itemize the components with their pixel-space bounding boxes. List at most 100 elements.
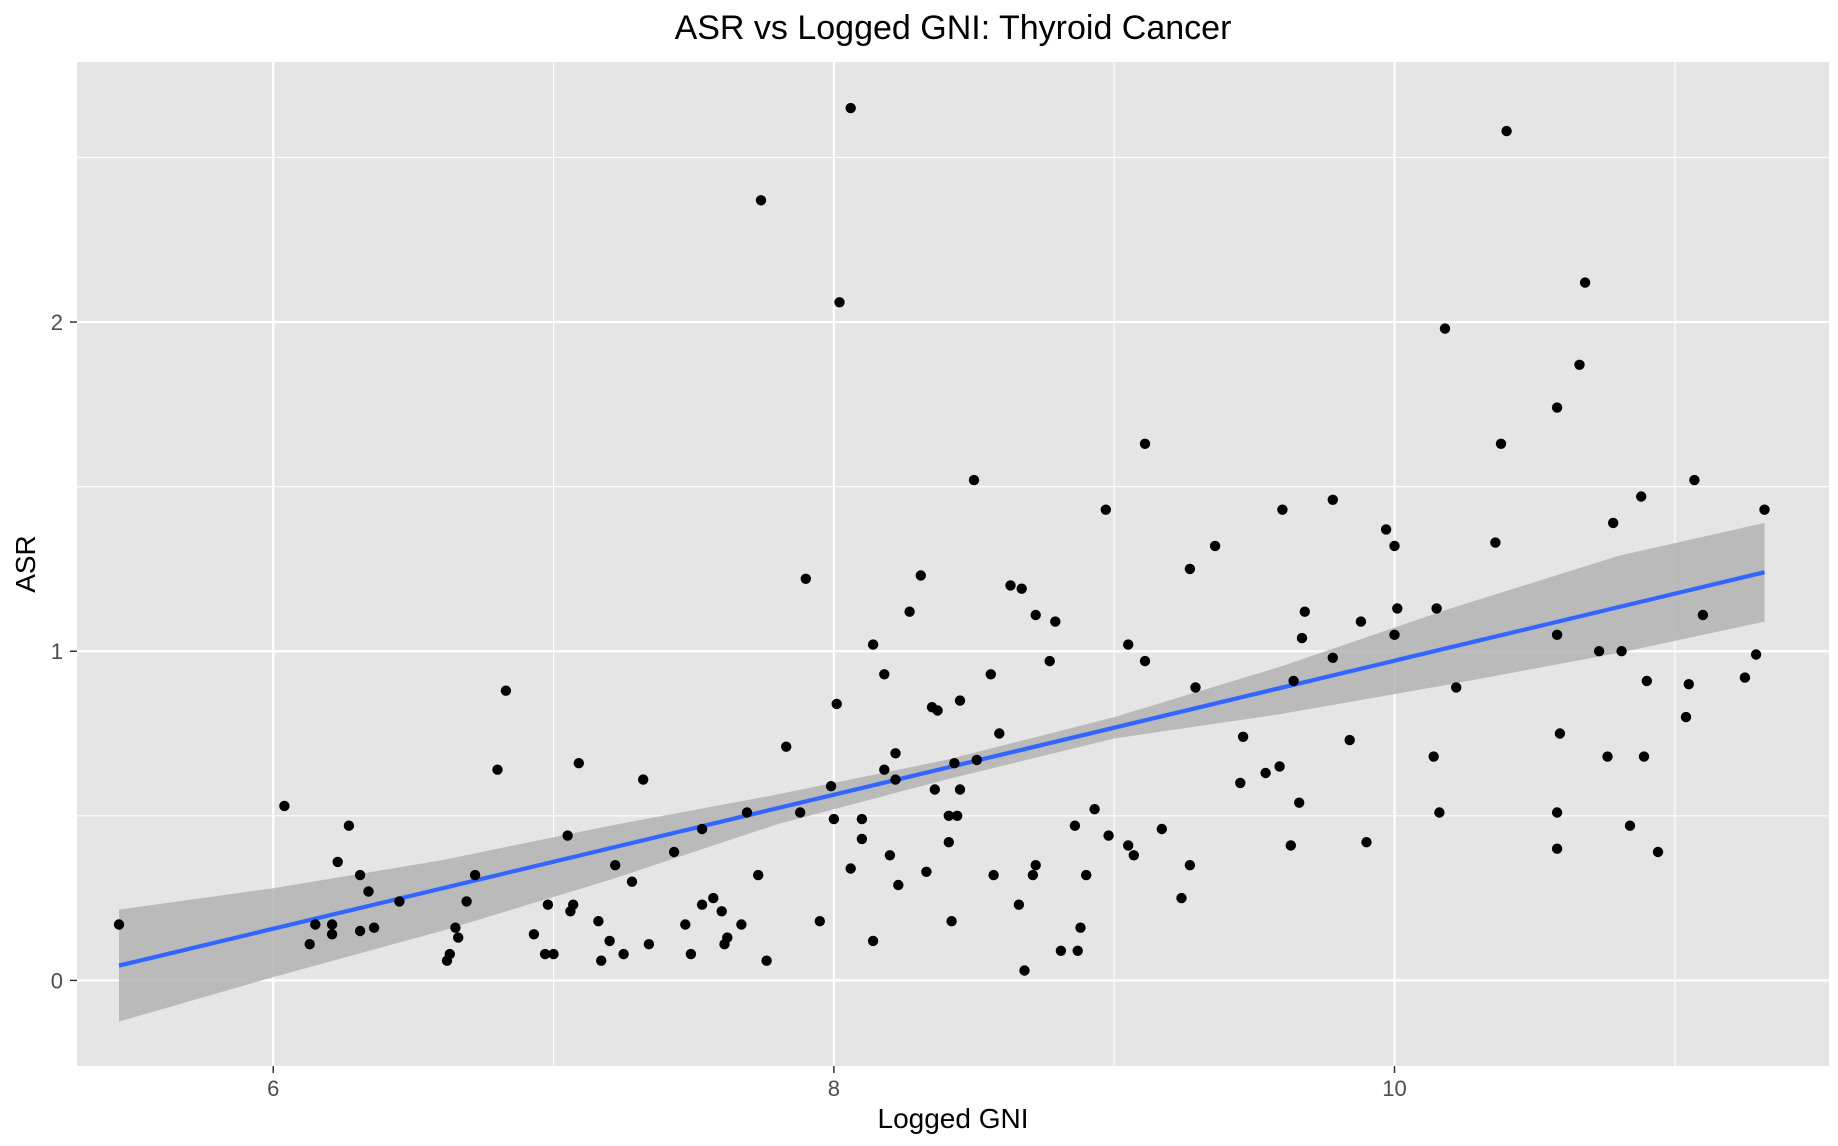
data-point [1344, 734, 1355, 746]
data-point [795, 807, 806, 818]
data-point [1355, 616, 1367, 627]
y-axis: 0 1 2 [51, 310, 77, 993]
data-point [1294, 797, 1305, 808]
y-tick-label: 0 [51, 968, 63, 993]
data-point [1392, 603, 1403, 614]
data-point [884, 850, 896, 861]
data-point [968, 474, 980, 486]
data-point [921, 866, 932, 877]
data-point [1128, 850, 1140, 861]
data-point [610, 860, 621, 871]
data-point [626, 876, 638, 887]
regression-line [118, 570, 1766, 968]
data-point [1190, 682, 1201, 693]
data-point [343, 820, 355, 831]
data-point [1285, 840, 1297, 851]
data-point [1593, 646, 1605, 657]
data-point [680, 919, 691, 930]
x-tick-label: 10 [1382, 1076, 1406, 1101]
data-point [1327, 652, 1339, 663]
data-point [893, 879, 904, 891]
data-point [985, 669, 996, 680]
data-point [1184, 563, 1196, 575]
data-point [716, 906, 727, 917]
data-point [1055, 945, 1067, 956]
data-point [593, 916, 604, 927]
data-point [562, 830, 573, 841]
data-point [1428, 751, 1439, 762]
data-point [1081, 869, 1092, 881]
data-point [1209, 540, 1221, 552]
data-point [1501, 125, 1512, 137]
data-point [755, 195, 767, 206]
data-point [1103, 830, 1114, 841]
data-point [1490, 537, 1501, 548]
data-point [500, 685, 512, 696]
data-point [363, 886, 374, 897]
data-point [932, 705, 943, 716]
data-point [542, 899, 554, 910]
data-point [1750, 649, 1762, 660]
data-point [834, 297, 845, 308]
data-point [1641, 675, 1653, 687]
data-point [304, 939, 315, 950]
data-point [1327, 494, 1339, 505]
y-tick-label: 1 [51, 639, 63, 664]
data-point [1176, 892, 1187, 904]
data-point [354, 869, 366, 881]
data-point [528, 929, 540, 940]
chart-title: ASR vs Logged GNI: Thyroid Cancer [675, 9, 1232, 47]
data-point [568, 899, 579, 910]
data-point [879, 764, 890, 775]
data-point [1602, 751, 1613, 762]
data-point [1389, 629, 1400, 640]
data-point [1495, 438, 1507, 449]
data-point [736, 919, 747, 930]
data-point [856, 833, 868, 845]
data-point [1579, 277, 1591, 288]
data-point [113, 919, 125, 930]
data-point [1361, 837, 1372, 848]
data-points-layer [113, 102, 1770, 976]
data-point [1069, 820, 1081, 831]
data-point [943, 837, 954, 848]
data-point [1030, 609, 1041, 621]
data-point [279, 800, 290, 812]
data-point [1156, 823, 1168, 835]
data-point [1439, 323, 1451, 334]
data-point [444, 948, 455, 960]
data-point [946, 916, 957, 927]
data-point [539, 948, 551, 960]
data-point [1072, 945, 1083, 956]
data-point [461, 896, 472, 907]
data-point [1005, 580, 1016, 591]
x-axis: 6 8 10 [267, 1066, 1407, 1101]
data-point [668, 846, 680, 858]
data-point [915, 570, 926, 581]
data-point [394, 896, 405, 907]
data-point [1554, 728, 1566, 739]
y-axis-title: ASR [10, 535, 41, 593]
data-point [354, 925, 366, 937]
data-point [954, 784, 966, 795]
x-tick-label: 6 [267, 1076, 279, 1101]
data-point [1277, 504, 1288, 515]
data-point [988, 869, 999, 881]
data-point [1624, 820, 1636, 831]
data-point [596, 955, 607, 966]
data-point [638, 774, 649, 785]
data-point [1237, 731, 1249, 742]
data-point [1574, 359, 1585, 370]
data-point [1434, 807, 1445, 818]
data-point [1016, 583, 1027, 594]
data-point [1027, 869, 1039, 881]
data-point [845, 102, 856, 114]
data-point [1123, 639, 1134, 650]
data-point [1274, 761, 1285, 772]
data-point [1288, 675, 1299, 687]
data-point [1431, 603, 1442, 614]
data-point [856, 813, 868, 825]
data-point [1683, 679, 1695, 690]
